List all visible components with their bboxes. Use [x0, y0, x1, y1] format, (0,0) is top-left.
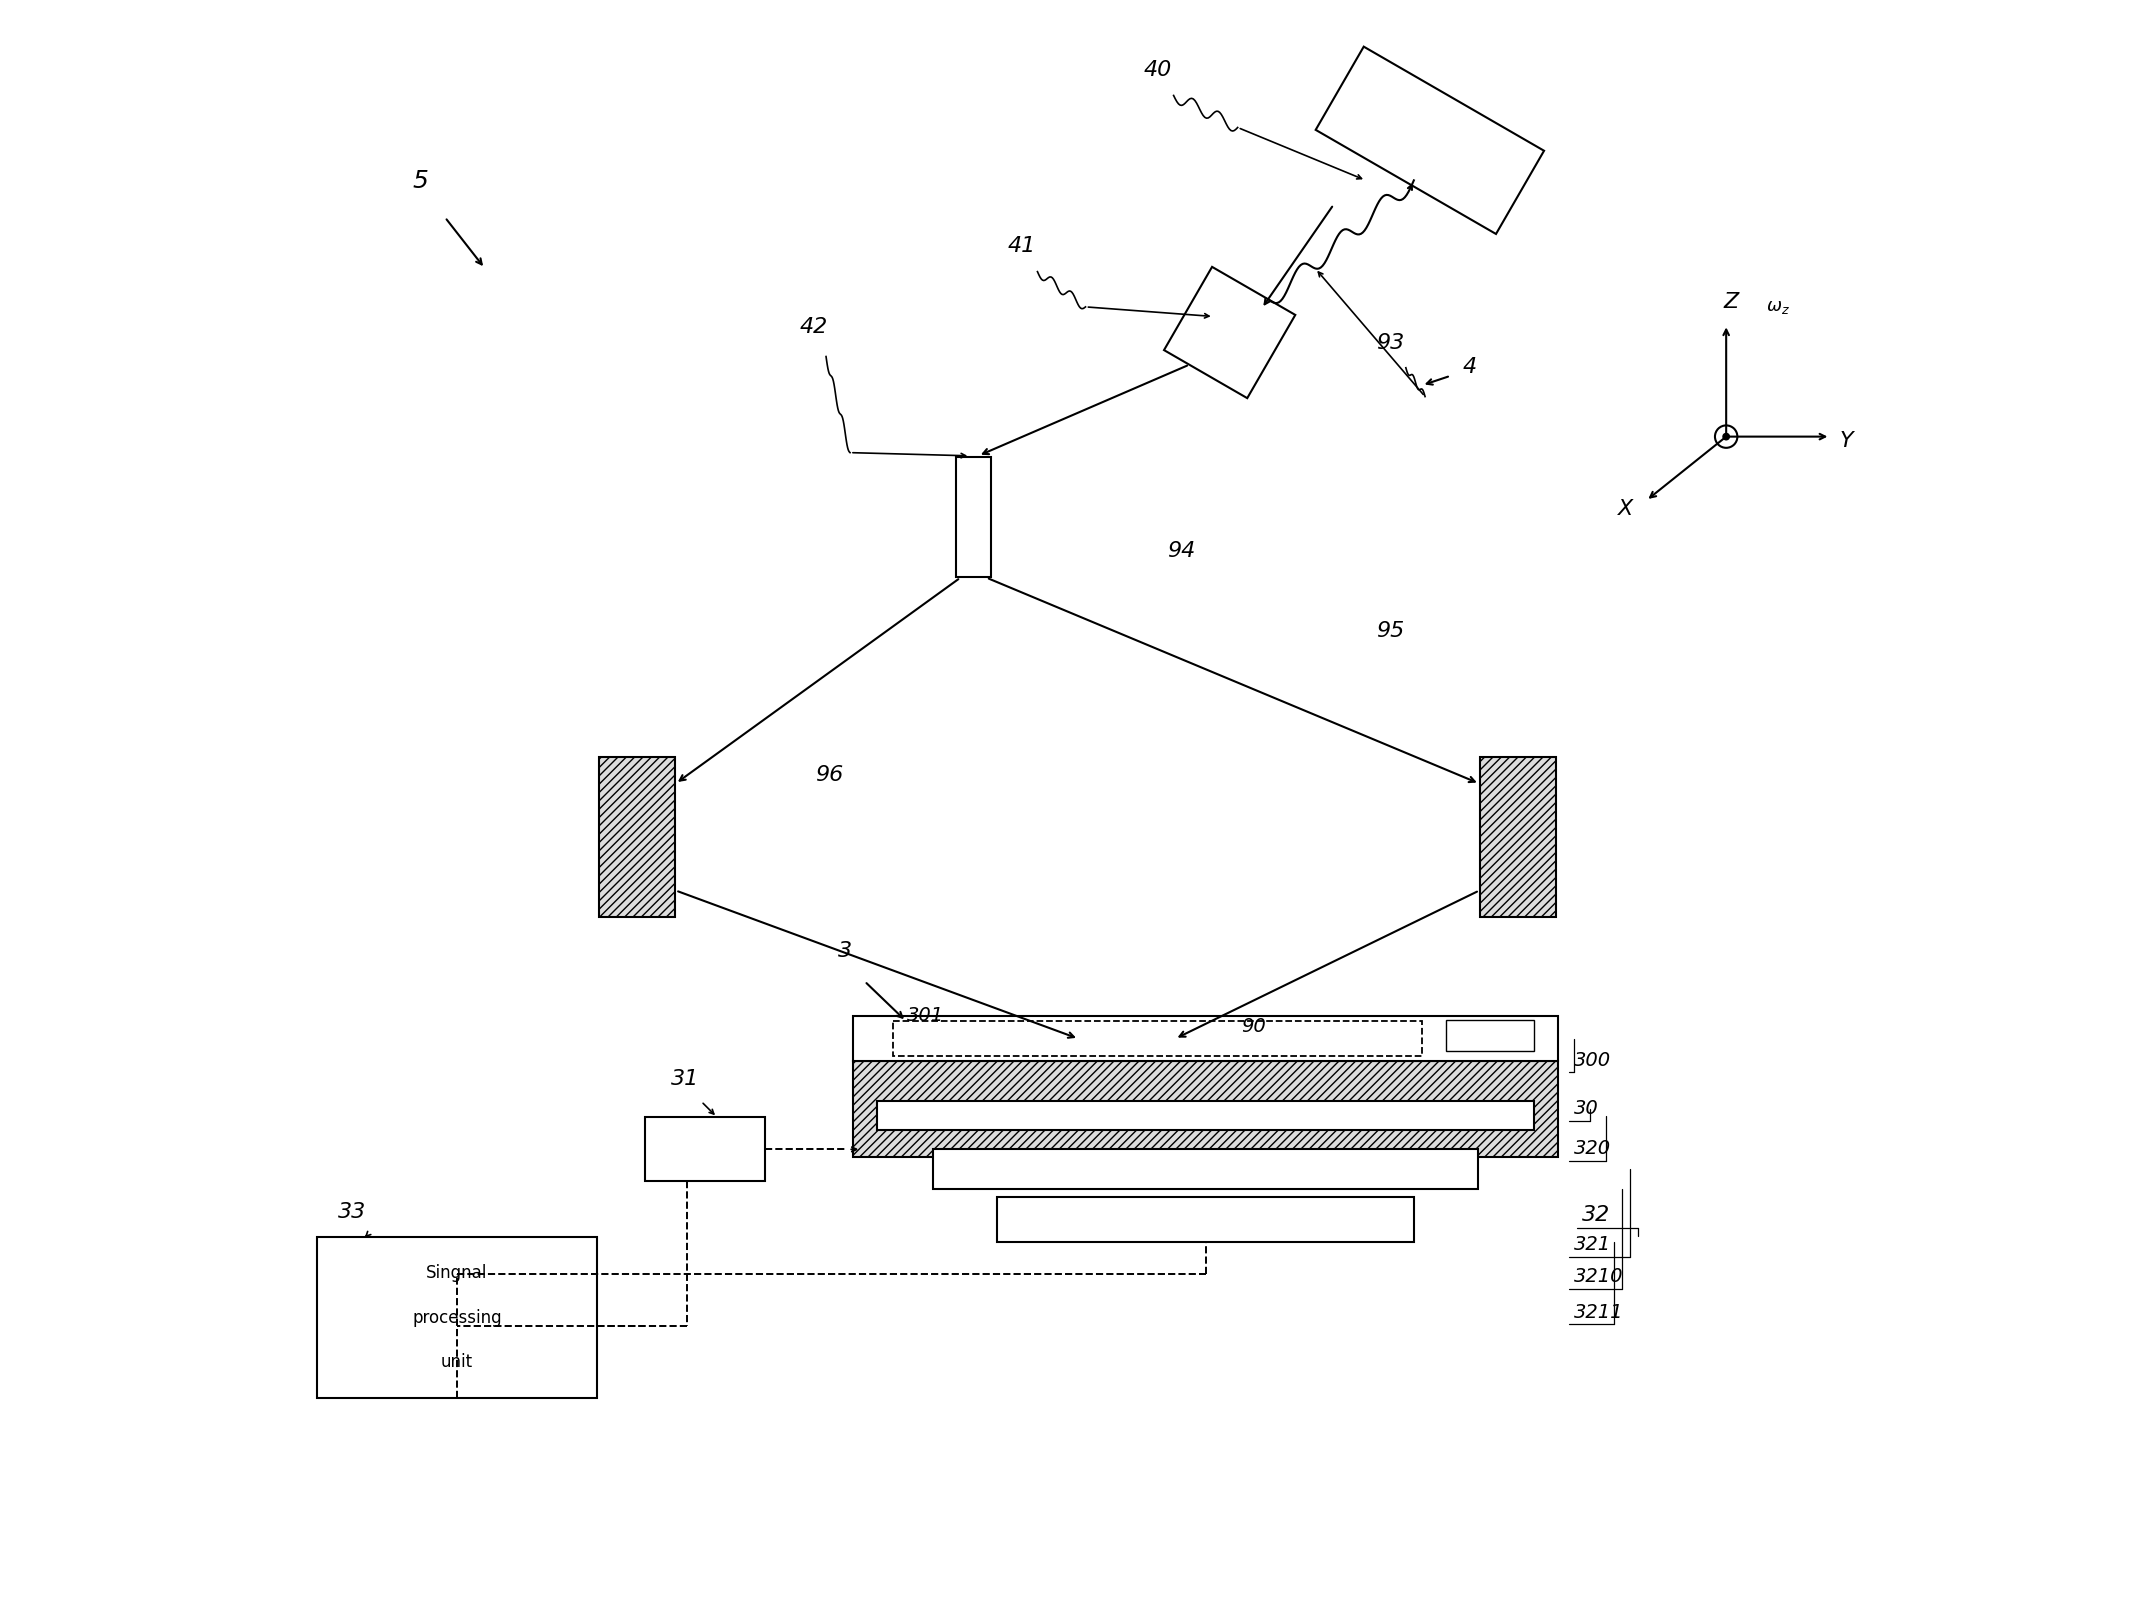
Bar [1480, 757, 1556, 918]
Text: 32: 32 [1582, 1206, 1610, 1225]
Polygon shape [1317, 47, 1543, 233]
Text: 93: 93 [1375, 333, 1403, 353]
Text: 5: 5 [414, 169, 429, 193]
Text: processing: processing [412, 1309, 502, 1327]
Polygon shape [1164, 267, 1295, 398]
Text: 94: 94 [1168, 541, 1196, 560]
Bar [894, 1021, 1422, 1056]
Bar [853, 1016, 1558, 1061]
Text: unit: unit [442, 1354, 472, 1372]
Text: 90: 90 [1241, 1018, 1265, 1037]
Bar [877, 1101, 1534, 1130]
Text: 33: 33 [338, 1203, 366, 1222]
Bar [317, 1238, 597, 1397]
Text: 300: 300 [1573, 1051, 1612, 1071]
Text: X: X [1618, 499, 1633, 518]
Bar [933, 1150, 1478, 1190]
Text: 96: 96 [815, 765, 843, 786]
Text: 321: 321 [1573, 1235, 1612, 1254]
Bar [644, 1117, 765, 1182]
Text: 4: 4 [1463, 356, 1476, 377]
Text: Z: Z [1724, 291, 1739, 312]
Bar [957, 457, 991, 576]
Text: 320: 320 [1573, 1140, 1612, 1158]
Text: 30: 30 [1573, 1100, 1599, 1117]
Text: 301: 301 [907, 1006, 944, 1026]
Text: 95: 95 [1375, 621, 1403, 641]
Bar [599, 757, 675, 918]
Text: 3210: 3210 [1573, 1267, 1623, 1286]
Circle shape [1724, 433, 1728, 440]
Text: 3: 3 [838, 942, 853, 961]
Text: 3211: 3211 [1573, 1302, 1623, 1322]
Bar [998, 1198, 1414, 1243]
Text: 42: 42 [800, 317, 828, 336]
Text: Y: Y [1840, 431, 1853, 451]
Text: $\omega_z$: $\omega_z$ [1767, 298, 1791, 317]
Text: Singnal: Singnal [427, 1264, 487, 1282]
Text: 40: 40 [1144, 60, 1172, 80]
Bar [853, 1061, 1558, 1158]
Text: 41: 41 [1006, 237, 1037, 256]
Text: 31: 31 [670, 1069, 698, 1090]
Bar [1446, 1019, 1534, 1051]
